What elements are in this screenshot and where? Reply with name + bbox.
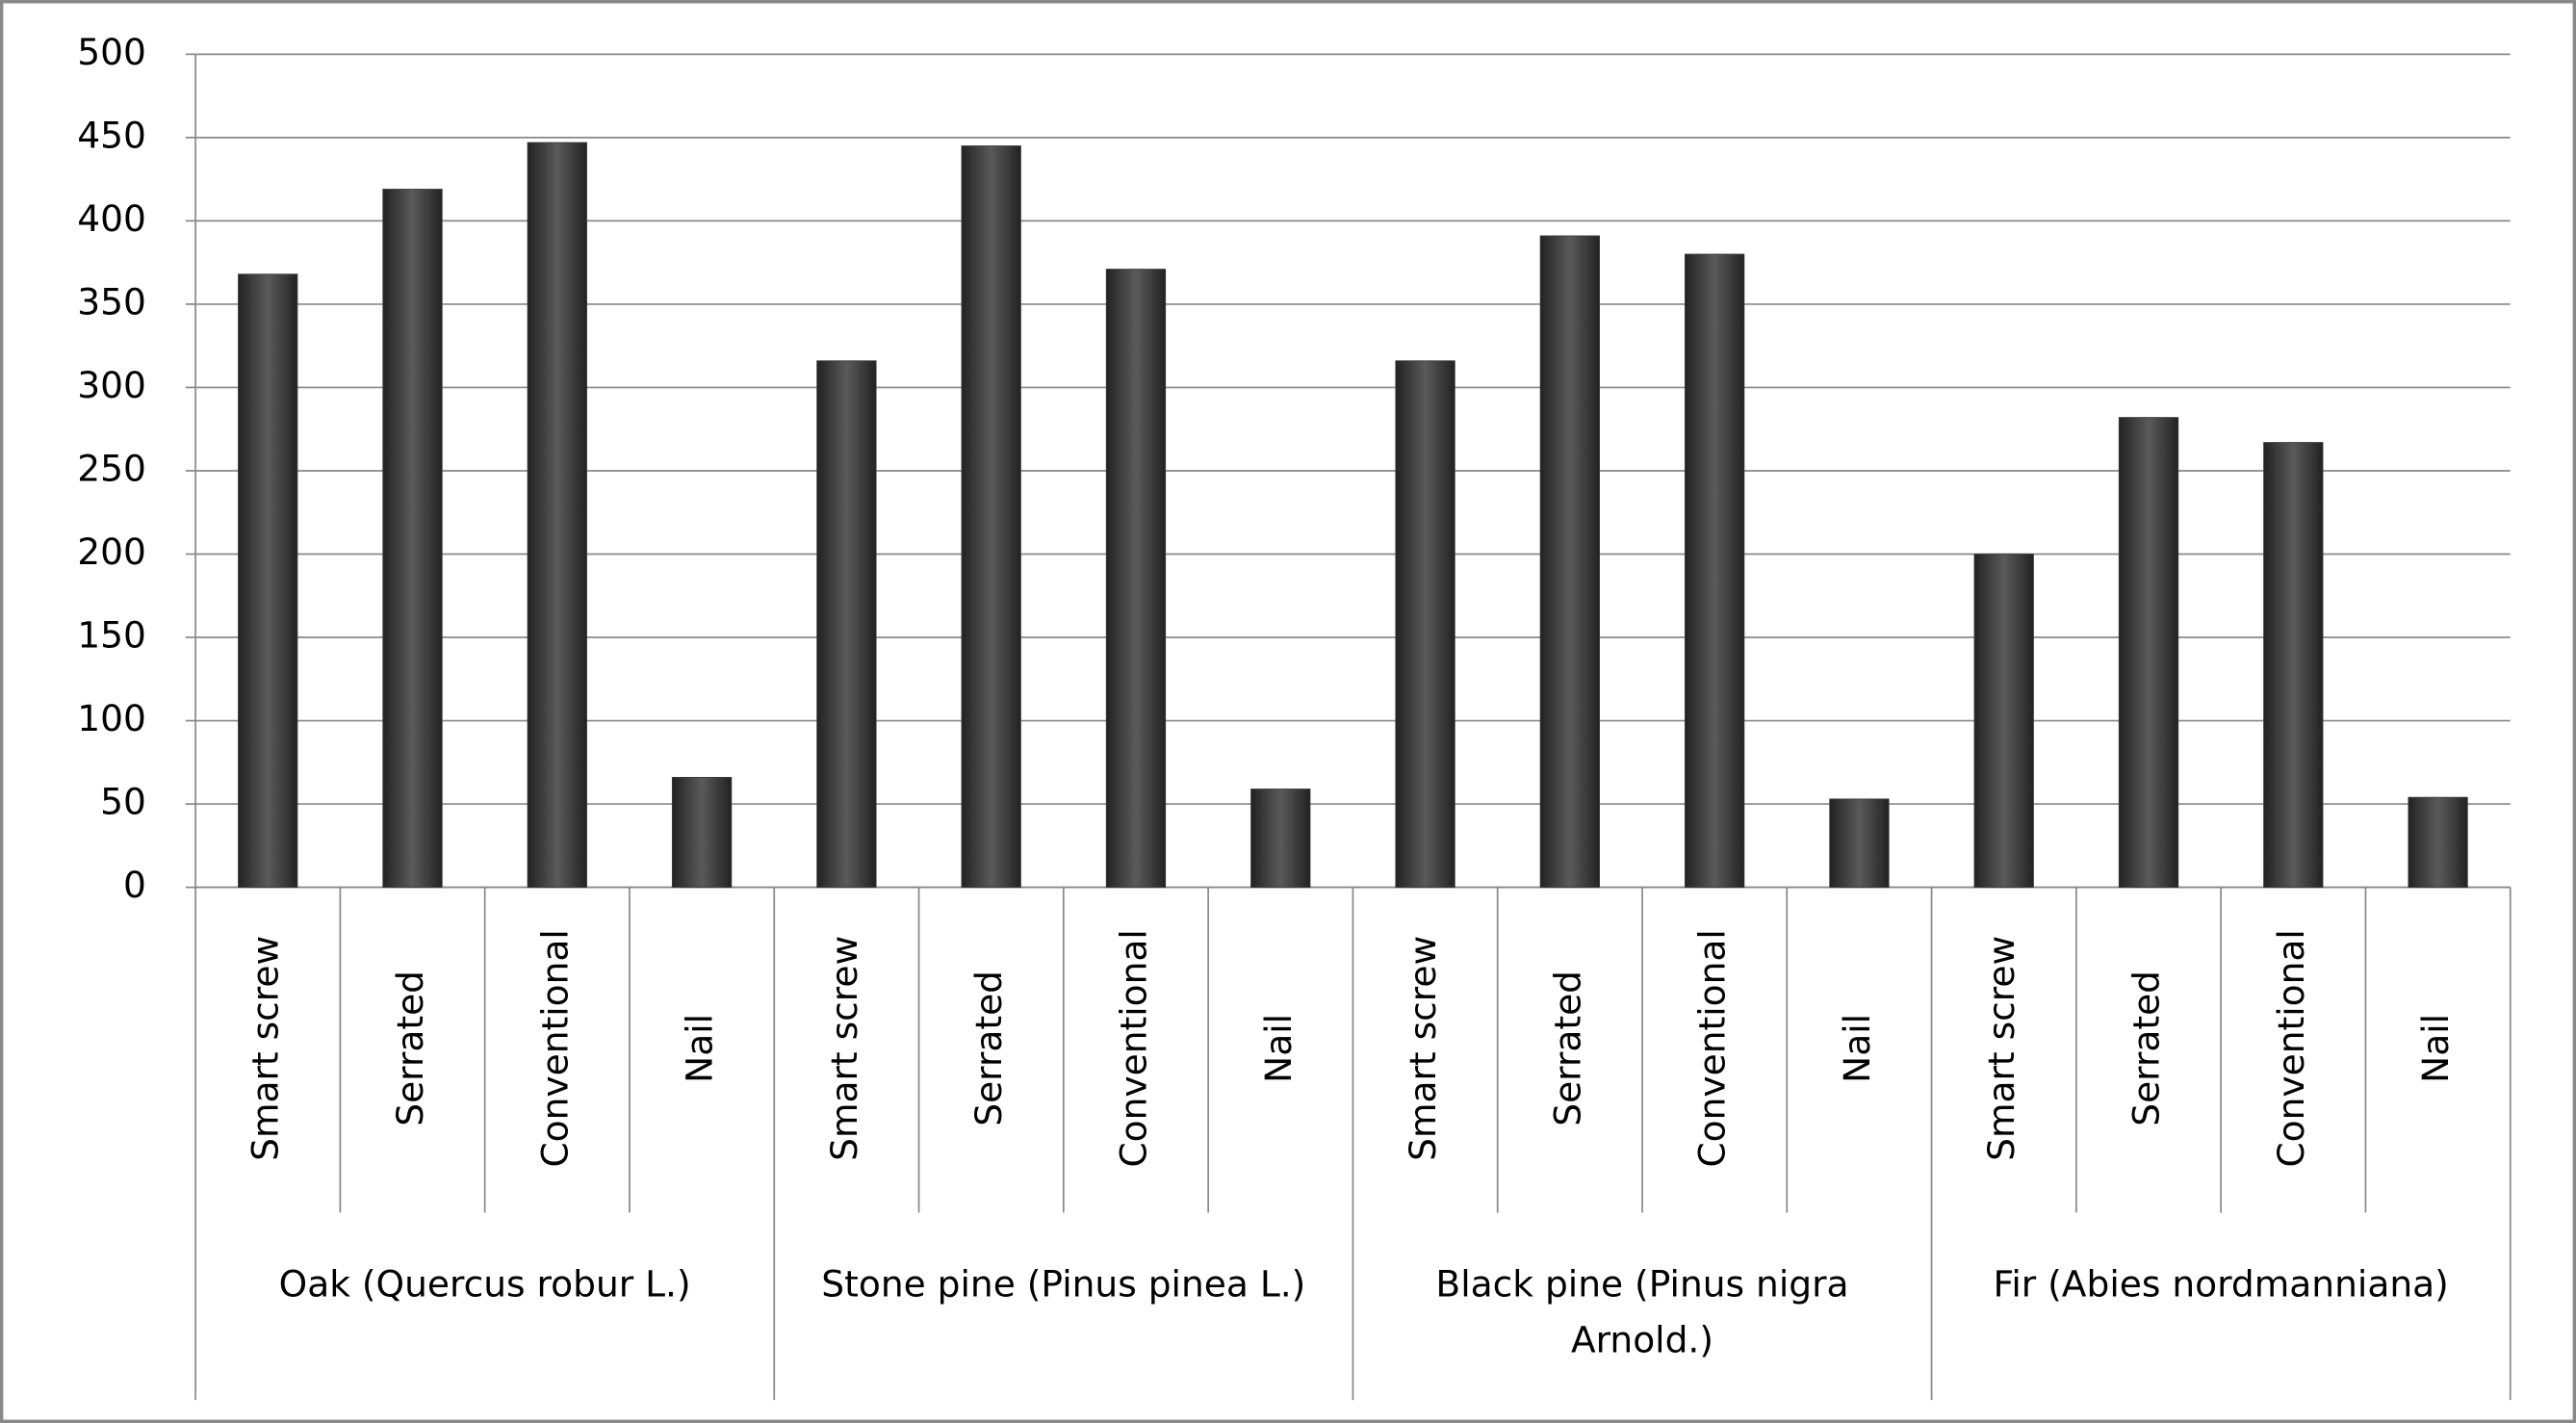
y-tick-label: 250 xyxy=(77,447,146,489)
group-label-box: Oak (Quercus robur L.) xyxy=(278,1265,691,1307)
y-tick-label: 0 xyxy=(123,864,146,906)
bar xyxy=(671,776,733,889)
y-tick-label: 200 xyxy=(77,530,146,573)
bar xyxy=(527,142,587,889)
x-tick-label: Conventional xyxy=(533,929,576,1167)
group-label: Fir (Abies nordmanniana) xyxy=(1993,1265,2449,1307)
group-label-box: Fir (Abies nordmanniana) xyxy=(1993,1265,2449,1307)
group-label: Black pine (Pinus nigra Arnold.) xyxy=(1435,1265,1849,1362)
group-label: Stone pine (Pinus pinea L.) xyxy=(821,1265,1306,1307)
y-tick-label: 100 xyxy=(77,697,146,739)
x-tick-label: Nail xyxy=(2414,1014,2457,1083)
group-label-box: Stone pine (Pinus pinea L.) xyxy=(821,1265,1306,1307)
bar xyxy=(1684,253,1745,889)
bar xyxy=(2408,796,2468,889)
x-tick-label: Smart screw xyxy=(1402,936,1444,1161)
x-tick-label: Smart screw xyxy=(245,936,287,1161)
y-tick-label: 150 xyxy=(77,614,146,657)
bar xyxy=(1250,789,1311,889)
y-tick-label: 350 xyxy=(77,280,146,323)
group-label-box: Black pine (Pinus nigra Arnold.) xyxy=(1435,1265,1849,1362)
x-tick-label: Nail xyxy=(1836,1014,1878,1083)
bar xyxy=(1105,269,1167,889)
bar xyxy=(1395,360,1455,889)
x-tick-label: Serrated xyxy=(967,970,1010,1126)
x-tick-label: Nail xyxy=(679,1014,721,1083)
x-tick-label: Conventional xyxy=(1112,929,1154,1167)
x-tick-label: Nail xyxy=(1257,1014,1300,1083)
x-tick-label: Serrated xyxy=(389,970,431,1126)
x-tick-label: Serrated xyxy=(2125,970,2168,1126)
bar xyxy=(238,273,298,889)
y-tick-label: 500 xyxy=(77,31,146,73)
x-tick-label: Serrated xyxy=(1546,970,1588,1126)
bar xyxy=(2118,417,2179,889)
x-tick-label: Conventional xyxy=(2270,929,2312,1167)
bar xyxy=(1539,235,1600,889)
group-label: Oak (Quercus robur L.) xyxy=(278,1265,691,1307)
bar xyxy=(1973,554,2034,889)
y-tick-label: 50 xyxy=(100,781,146,823)
x-tick-label: Smart screw xyxy=(823,936,865,1161)
y-tick-label: 450 xyxy=(77,114,146,156)
x-tick-label: Conventional xyxy=(1691,929,1734,1167)
bar xyxy=(816,360,877,889)
x-tick-label: Smart screw xyxy=(1980,936,2022,1161)
bar xyxy=(382,189,443,889)
y-tick-label: 400 xyxy=(77,197,146,240)
bar xyxy=(1829,798,1890,889)
bar xyxy=(2263,442,2324,889)
y-tick-label: 300 xyxy=(77,364,146,406)
bar xyxy=(961,145,1021,889)
